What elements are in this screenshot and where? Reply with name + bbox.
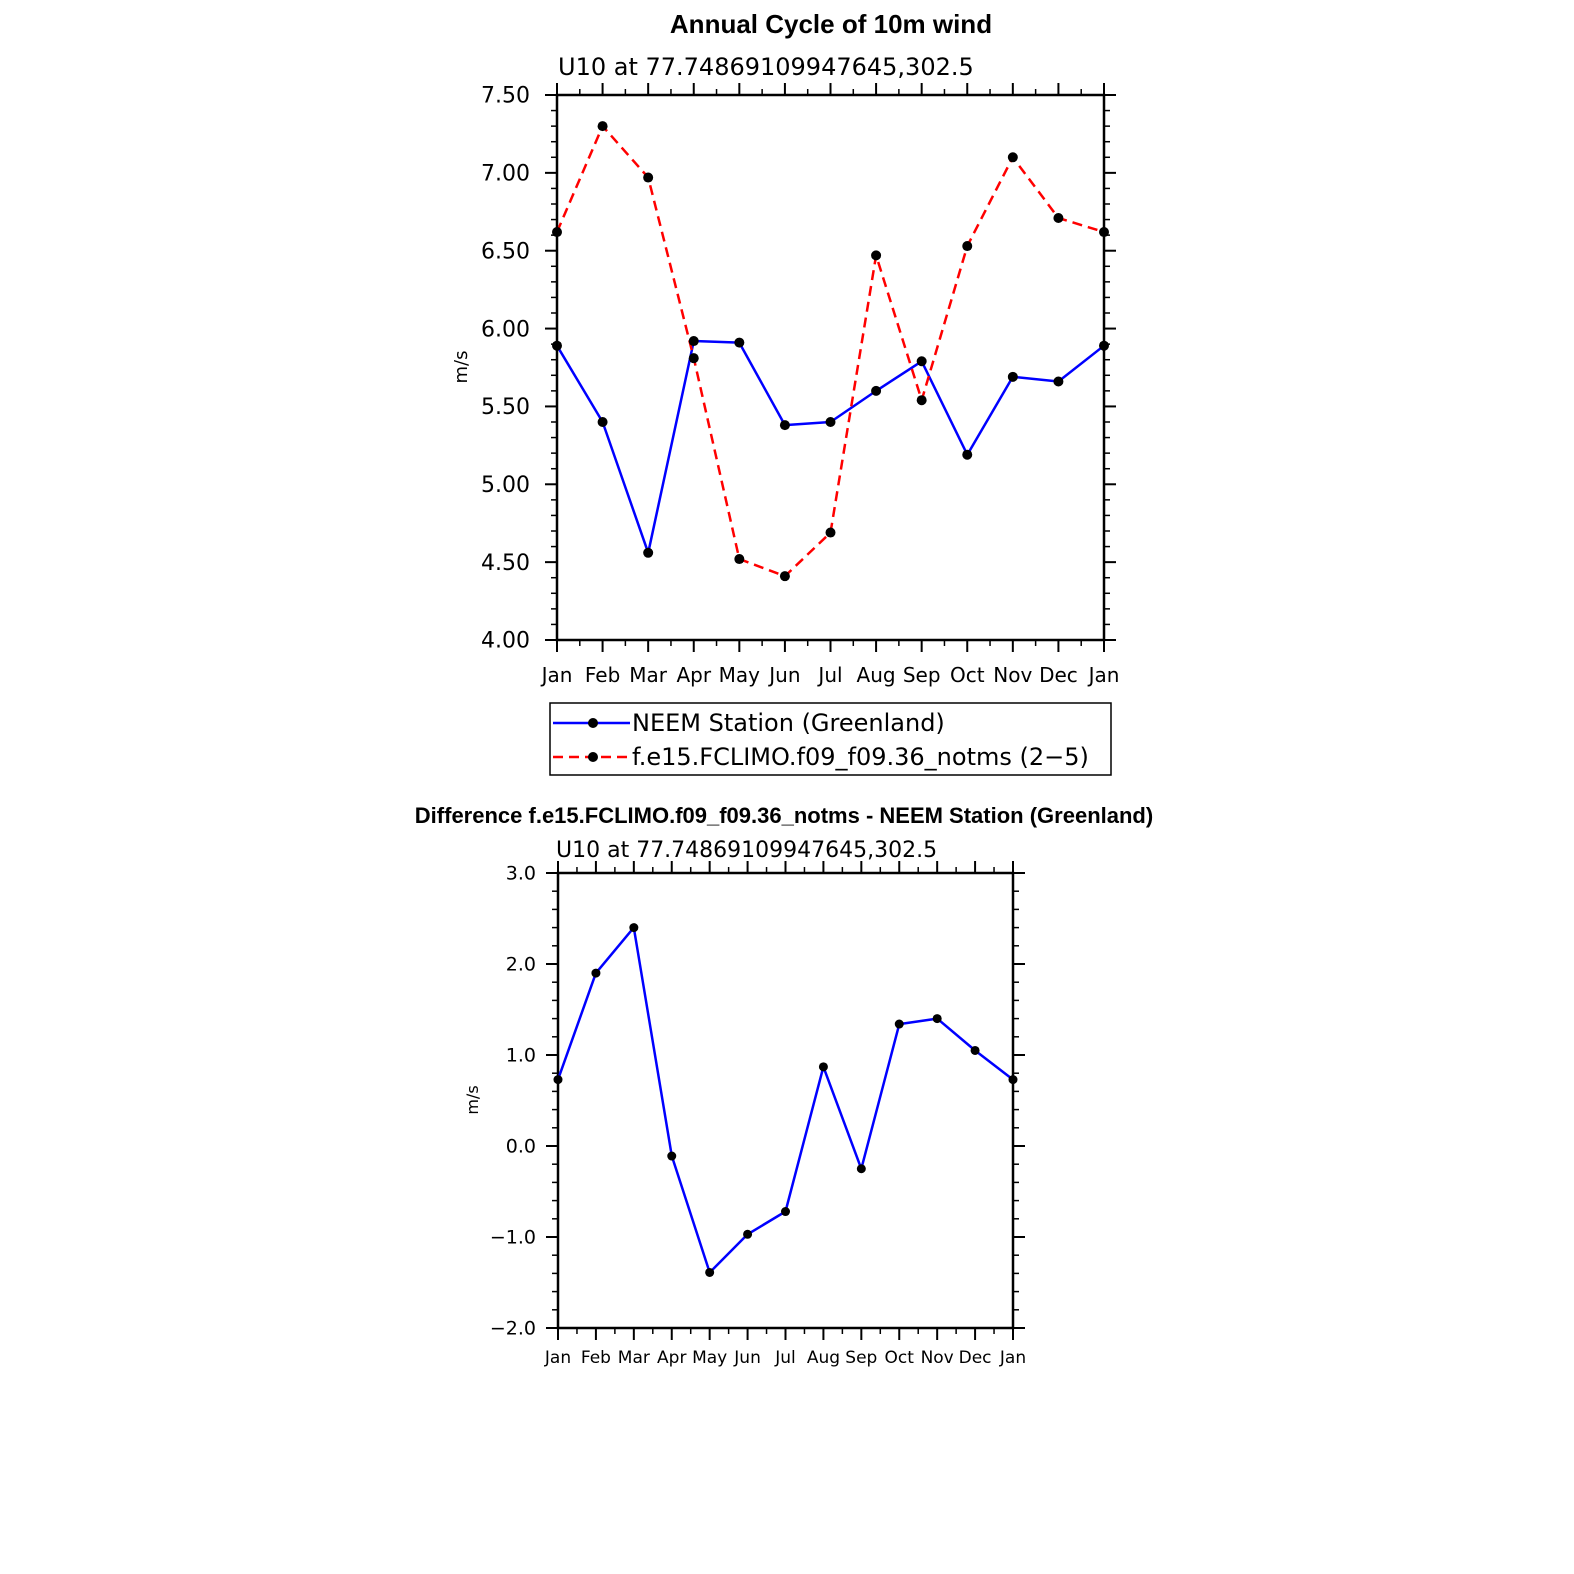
data-point-s1: [552, 340, 562, 351]
data-point-s1: [1007, 371, 1018, 382]
y-tick-label: 5.00: [481, 473, 530, 498]
data-point-s1: [597, 417, 608, 427]
data-point-s1: [871, 385, 882, 396]
x-tick-label: Dec: [959, 1348, 992, 1368]
data-point-s1: [553, 1075, 563, 1085]
panel2-axes: −2.0 −1.0 0.0 1.0 2.0 3.0 Jan Feb Mar Apr May Jun Ju…: [490, 861, 1026, 1368]
x-tick-label: Nov: [921, 1348, 954, 1368]
x-tick-label: Jul: [816, 663, 842, 687]
data-point-s2: [552, 227, 562, 238]
x-tick-label: Jan: [999, 1348, 1026, 1368]
data-point-s2: [962, 241, 973, 252]
panel2-title: Difference f.e15.FCLIMO.f09_f09.36_notms…: [415, 803, 1153, 828]
data-point-s2: [688, 353, 699, 364]
data-point-s1: [962, 449, 973, 460]
data-point-s1: [705, 1267, 715, 1277]
data-point-s1: [591, 968, 601, 978]
legend-label-neem: NEEM Station (Greenland): [632, 709, 945, 737]
y-tick-label: −2.0: [490, 1318, 536, 1340]
y-tick-label: 4.00: [481, 629, 530, 654]
y-tick-label: 0.0: [506, 1136, 536, 1158]
panel1-ylabel: m/s: [451, 351, 472, 384]
data-point-s2: [597, 121, 608, 132]
data-point-s2: [779, 571, 790, 582]
x-tick-label: Jan: [544, 1348, 571, 1368]
data-point-s1: [825, 417, 836, 427]
data-point-s1: [779, 420, 790, 431]
x-tick-label: Jun: [733, 1348, 761, 1368]
y-tick-label: 2.0: [506, 954, 536, 976]
legend-label-model: f.e15.FCLIMO.f09_f09.36_notms (2−5): [632, 743, 1089, 771]
data-point-s1: [932, 1014, 942, 1024]
x-tick-label: Jan: [540, 663, 573, 687]
data-point-s1: [818, 1062, 828, 1072]
data-point-s1: [629, 923, 639, 933]
panel2-series: [553, 923, 1018, 1277]
x-tick-label: Oct: [950, 663, 985, 687]
x-tick-label: Aug: [807, 1348, 840, 1368]
data-point-s2: [1007, 152, 1018, 163]
x-tick-label: Jan: [1087, 663, 1120, 687]
panel1-title: Annual Cycle of 10m wind: [670, 9, 992, 39]
data-point-s1: [643, 547, 654, 558]
data-point-s1: [1053, 376, 1064, 387]
data-point-s1: [970, 1045, 980, 1055]
data-point-s2: [734, 554, 745, 565]
y-tick-label: 3.0: [506, 863, 536, 885]
x-tick-label: Nov: [993, 663, 1032, 687]
data-point-s1: [1008, 1075, 1018, 1085]
data-point-s2: [871, 250, 882, 261]
data-point-s2: [1099, 227, 1109, 238]
panel2-subtitle: U10 at 77.74869109947645,302.5: [556, 838, 937, 863]
x-tick-label: Feb: [581, 1348, 611, 1368]
data-point-s1: [667, 1151, 677, 1161]
x-tick-label: Apr: [657, 1348, 686, 1368]
legend-box: [549, 702, 1112, 776]
panel-annual-cycle: Annual Cycle of 10m wind U10 at 77.74869…: [451, 9, 1119, 776]
x-tick-label: Sep: [845, 1348, 877, 1368]
data-point-s2: [643, 172, 654, 183]
y-tick-label: 7.50: [481, 84, 530, 109]
panel1-legend: NEEM Station (Greenland) f.e15.FCLIMO.f0…: [549, 702, 1112, 776]
x-tick-label: Feb: [585, 663, 620, 687]
data-point-s1: [916, 356, 927, 367]
x-tick-label: May: [719, 663, 761, 687]
data-point-s1: [781, 1207, 790, 1217]
data-point-s1: [856, 1164, 866, 1174]
data-point-s1: [1099, 340, 1109, 351]
data-point-s1: [688, 336, 699, 347]
y-tick-label: 6.50: [481, 239, 530, 264]
panel-difference: Difference f.e15.FCLIMO.f09_f09.36_notms…: [415, 803, 1153, 1368]
data-point-s1: [894, 1019, 904, 1029]
y-tick-label: 5.50: [481, 395, 530, 420]
data-point-s2: [1053, 213, 1064, 224]
x-tick-label: May: [692, 1348, 727, 1368]
data-point-s2: [825, 527, 836, 538]
x-tick-label: Sep: [903, 663, 941, 687]
x-tick-label: Apr: [676, 663, 711, 687]
legend-marker-neem: [588, 718, 598, 728]
y-tick-label: 7.00: [481, 162, 530, 187]
y-tick-label: 4.50: [481, 551, 530, 576]
y-tick-label: 1.0: [506, 1045, 536, 1067]
data-point-s1: [743, 1229, 753, 1239]
x-tick-label: Mar: [618, 1348, 650, 1368]
x-tick-label: Jun: [767, 663, 800, 687]
panel1-subtitle: U10 at 77.74869109947645,302.5: [558, 53, 974, 81]
legend-marker-model: [588, 752, 598, 762]
x-tick-label: Mar: [629, 663, 668, 687]
x-tick-label: Oct: [885, 1348, 915, 1368]
data-point-s1: [734, 337, 745, 348]
data-point-s2: [916, 395, 927, 406]
y-tick-label: −1.0: [490, 1227, 536, 1249]
y-tick-label: 6.00: [481, 317, 530, 342]
panel1-axes: 4.00 4.50 5.00 5.50 6.00 6.50 7.00 7.50 Jan Feb Ma…: [481, 83, 1119, 687]
x-tick-label: Aug: [857, 663, 896, 687]
panel2-ylabel: m/s: [463, 1085, 482, 1114]
x-tick-label: Dec: [1039, 663, 1078, 687]
x-tick-label: Jul: [774, 1348, 796, 1368]
panel1-series: [552, 121, 1109, 582]
